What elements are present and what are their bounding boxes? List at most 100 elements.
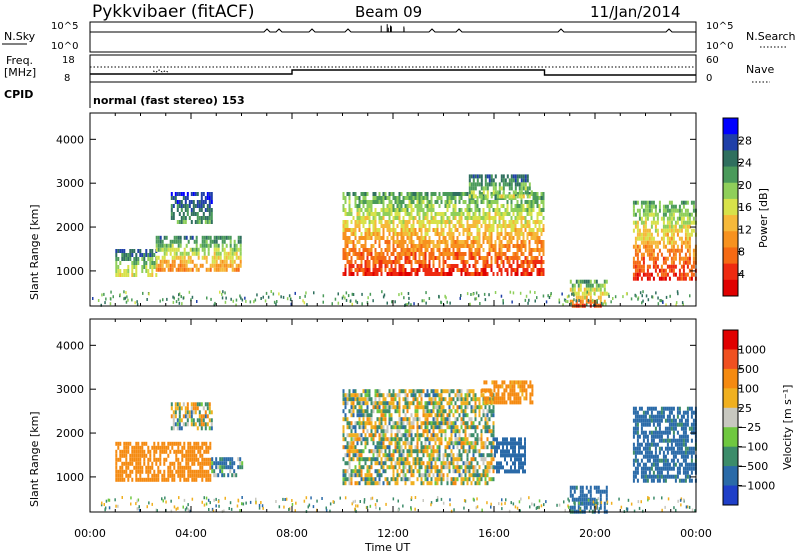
velocity-cell: [205, 477, 208, 482]
velocity-cell: [474, 437, 477, 442]
velocity-cell: [121, 453, 124, 458]
power-cell: [591, 283, 594, 288]
velocity-cell: [137, 441, 140, 446]
velocity-cell: [422, 429, 425, 434]
power-speckle: [104, 301, 106, 305]
velocity-cell: [131, 457, 134, 462]
velocity-cell: [462, 397, 465, 402]
power-cell: [165, 263, 168, 268]
power-cell: [446, 240, 449, 244]
velocity-cell: [239, 461, 242, 466]
velocity-cell: [396, 449, 399, 454]
velocity-cell: [362, 397, 365, 402]
power-cell: [482, 264, 485, 268]
power-cell: [404, 196, 407, 200]
velocity-cell: [438, 453, 441, 458]
velocity-cell: [474, 405, 477, 410]
velocity-cell: [400, 421, 403, 426]
power-cell: [190, 200, 193, 204]
power-speckle: [524, 298, 527, 302]
velocity-cell: [394, 393, 397, 398]
power-cell: [632, 204, 635, 209]
power-cell: [430, 268, 433, 272]
velocity-cell: [388, 389, 391, 394]
velocity-cell: [426, 481, 429, 486]
velocity-cell: [496, 441, 498, 446]
velocity-cell: [133, 457, 136, 462]
power-cell: [412, 216, 415, 220]
power-cell: [193, 247, 196, 252]
velocity-cell: [352, 469, 355, 474]
velocity-cell: [221, 473, 224, 478]
power-cell: [438, 264, 441, 268]
velocity-cell: [490, 465, 493, 470]
power-cell: [650, 224, 653, 229]
power-speckle: [369, 292, 372, 296]
power-cell: [402, 268, 405, 272]
velocity-cell: [360, 469, 363, 474]
power-cell: [512, 268, 515, 272]
velocity-cell: [408, 433, 411, 438]
velocity-cell: [356, 433, 359, 438]
velocity-cell: [474, 469, 477, 474]
power-cell: [190, 212, 193, 216]
power-cell: [356, 220, 359, 224]
power-cell: [360, 208, 363, 212]
velocity-cell: [412, 457, 415, 462]
power-cell: [452, 252, 455, 256]
velocity-cell: [464, 413, 467, 418]
power-cell: [438, 260, 441, 264]
velocity-cell: [436, 445, 439, 450]
power-cell: [188, 200, 191, 204]
velocity-cell: [508, 449, 510, 454]
power-cell: [536, 228, 539, 232]
power-cell: [438, 212, 441, 216]
power-cell: [690, 220, 693, 225]
velocity-cell: [344, 413, 347, 418]
power-cell: [422, 220, 425, 224]
power-cell: [512, 256, 515, 260]
power-cell: [402, 240, 405, 244]
power-cell: [404, 232, 407, 236]
power-cell: [664, 208, 667, 213]
velocity-cell: [470, 425, 473, 430]
velocity-cell: [201, 461, 204, 466]
power-cell: [198, 208, 201, 212]
power-cell: [458, 216, 461, 220]
power-cell: [686, 272, 689, 277]
power-cell: [206, 220, 209, 224]
velocity-cell: [466, 469, 469, 474]
velocity-cell: [422, 449, 425, 454]
power-cell: [589, 299, 592, 304]
velocity-cell: [418, 401, 421, 406]
power-cell: [398, 244, 401, 248]
velocity-cell: [149, 453, 152, 458]
velocity-cell: [420, 405, 423, 410]
power-cell: [506, 256, 509, 260]
power-cell: [486, 190, 489, 195]
velocity-cell: [173, 461, 176, 466]
power-cell: [690, 232, 693, 237]
power-cell: [199, 243, 202, 248]
power-cell: [211, 239, 214, 244]
power-cell: [346, 212, 349, 216]
power-cell: [646, 204, 649, 209]
power-cell: [432, 264, 435, 268]
velocity-cell: [468, 477, 471, 482]
velocity-cell: [464, 393, 467, 398]
velocity-cell: [374, 433, 377, 438]
power-cell: [348, 192, 351, 196]
power-speckle: [341, 296, 344, 300]
velocity-cell: [422, 481, 425, 486]
power-cell: [404, 228, 407, 232]
power-cell: [440, 220, 443, 224]
power-cell: [666, 224, 669, 229]
power-speckle: [525, 294, 528, 298]
power-cell: [426, 192, 429, 196]
velocity-cell: [372, 433, 375, 438]
power-cell: [494, 174, 497, 179]
power-speckle: [479, 302, 481, 305]
power-cell: [181, 255, 184, 260]
power-speckle: [245, 299, 247, 303]
power-speckle: [449, 301, 451, 305]
